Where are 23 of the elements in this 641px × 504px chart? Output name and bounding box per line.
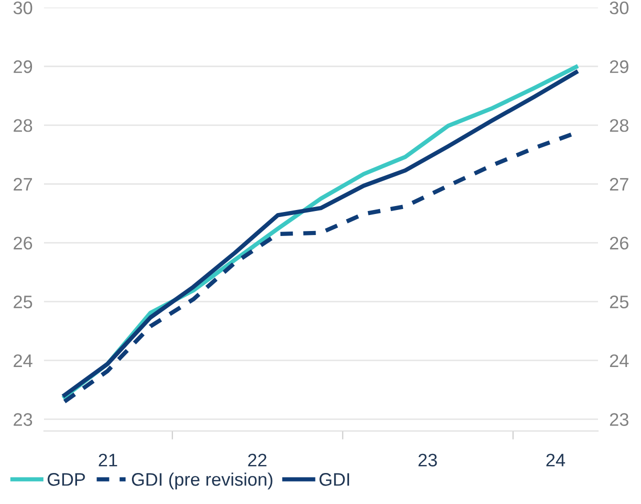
legend-label: GDI (pre revision) <box>132 472 272 490</box>
legend-label: GDP <box>48 473 85 486</box>
y2-tick-label: 23 <box>610 413 628 426</box>
y2-tick-label: 26 <box>610 236 628 250</box>
y-tick-label: 29 <box>14 60 32 74</box>
legend-label: GDI <box>320 473 350 486</box>
y-tick-label: 24 <box>14 354 32 367</box>
y2-tick-label: 28 <box>610 119 628 132</box>
y-tick-label: 27 <box>14 178 32 191</box>
x-tick-label: 21 <box>98 454 118 466</box>
x-tick-label: 24 <box>546 454 566 466</box>
y2-tick-label: 29 <box>610 60 628 74</box>
y-tick-label: 28 <box>14 119 32 132</box>
x-tick-label: 22 <box>248 454 266 466</box>
y2-tick-label: 27 <box>610 178 628 191</box>
y-tick-label: 25 <box>14 296 32 308</box>
y-tick-label: 23 <box>14 413 32 426</box>
y2-tick-label: 30 <box>610 1 628 14</box>
y2-tick-label: 25 <box>610 296 628 308</box>
y-tick-label: 30 <box>13 1 32 14</box>
x-tick-label: 23 <box>418 454 437 466</box>
y2-tick-label: 24 <box>610 354 629 367</box>
y-tick-label: 26 <box>14 236 32 250</box>
